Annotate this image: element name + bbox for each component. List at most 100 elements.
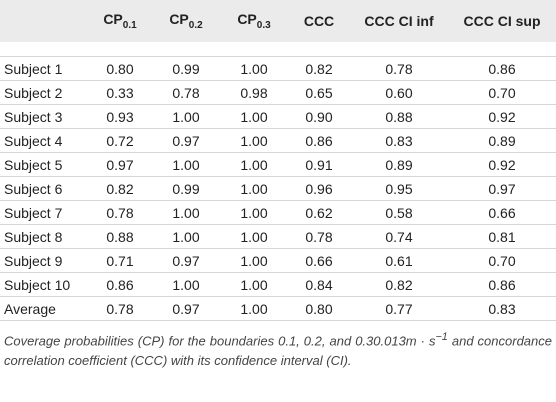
- value-cell: 1.00: [220, 104, 288, 129]
- spacer: [0, 42, 556, 57]
- value-cell: 0.74: [350, 224, 448, 249]
- table-row: Subject 2 0.33 0.78 0.98 0.65 0.60 0.70: [0, 80, 556, 105]
- value-cell: 0.86: [448, 272, 556, 297]
- value-cell: 0.70: [448, 248, 556, 273]
- row-label: Subject 8: [0, 224, 88, 249]
- header-row: CP0.1 CP0.2 CP0.3 CCC CCC CI inf CCC CI sup: [0, 0, 556, 42]
- value-cell: 0.70: [448, 80, 556, 105]
- header-sub: 0.3: [256, 19, 271, 31]
- value-cell: 0.82: [350, 272, 448, 297]
- value-cell: 1.00: [152, 272, 220, 297]
- table-row: Subject 10 0.86 1.00 1.00 0.84 0.82 0.86: [0, 272, 556, 297]
- value-cell: 1.00: [220, 176, 288, 201]
- header-text: CP: [103, 11, 123, 28]
- caption-sup: −1: [435, 331, 448, 343]
- row-label: Average: [0, 296, 88, 321]
- value-cell: 0.80: [88, 56, 152, 81]
- value-cell: 0.82: [88, 176, 152, 201]
- value-cell: 0.78: [350, 56, 448, 81]
- header-cell: CP0.3: [220, 0, 288, 42]
- row-label: Subject 2: [0, 80, 88, 105]
- value-cell: 0.66: [288, 248, 350, 273]
- value-cell: 0.93: [88, 104, 152, 129]
- value-cell: 0.86: [88, 272, 152, 297]
- row-label: Subject 7: [0, 200, 88, 225]
- value-cell: 0.99: [152, 56, 220, 81]
- value-cell: 0.89: [350, 152, 448, 177]
- value-cell: 0.81: [448, 224, 556, 249]
- spacer-row: [0, 42, 556, 57]
- value-cell: 0.77: [350, 296, 448, 321]
- value-cell: 0.71: [88, 248, 152, 273]
- value-cell: 0.97: [88, 152, 152, 177]
- value-cell: 0.33: [88, 80, 152, 105]
- caption-text: and concordance correlation coefficient …: [4, 333, 552, 369]
- value-cell: 0.60: [350, 80, 448, 105]
- table-row: Subject 3 0.93 1.00 1.00 0.90 0.88 0.92: [0, 104, 556, 129]
- value-cell: 0.96: [288, 176, 350, 201]
- value-cell: 0.62: [288, 200, 350, 225]
- table-row: Subject 9 0.71 0.97 1.00 0.66 0.61 0.70: [0, 248, 556, 273]
- value-cell: 0.83: [350, 128, 448, 153]
- value-cell: 1.00: [152, 104, 220, 129]
- value-cell: 0.65: [288, 80, 350, 105]
- value-cell: 0.66: [448, 200, 556, 225]
- value-cell: 0.89: [448, 128, 556, 153]
- value-cell: 1.00: [220, 152, 288, 177]
- value-cell: 0.88: [88, 224, 152, 249]
- row-label: Subject 10: [0, 272, 88, 297]
- value-cell: 0.78: [288, 224, 350, 249]
- value-cell: 0.92: [448, 152, 556, 177]
- caption: Coverage probabilities (CP) for the boun…: [0, 321, 556, 371]
- value-cell: 1.00: [152, 224, 220, 249]
- value-cell: 0.99: [152, 176, 220, 201]
- data-table: CP0.1 CP0.2 CP0.3 CCC CCC CI inf CCC CI sup S…: [0, 0, 556, 321]
- value-cell: 0.58: [350, 200, 448, 225]
- value-cell: 1.00: [220, 56, 288, 81]
- value-cell: 0.97: [448, 176, 556, 201]
- value-cell: 1.00: [220, 272, 288, 297]
- value-cell: 0.78: [152, 80, 220, 105]
- row-label: Subject 1: [0, 56, 88, 81]
- header-sub: 0.2: [188, 19, 203, 31]
- header-sub: 0.1: [122, 19, 137, 31]
- header-text: CP: [237, 11, 257, 28]
- table-row: Average 0.78 0.97 1.00 0.80 0.77 0.83: [0, 296, 556, 321]
- value-cell: 1.00: [220, 224, 288, 249]
- table-row: Subject 6 0.82 0.99 1.00 0.96 0.95 0.97: [0, 176, 556, 201]
- value-cell: 0.78: [88, 296, 152, 321]
- table-row: Subject 7 0.78 1.00 1.00 0.62 0.58 0.66: [0, 200, 556, 225]
- value-cell: 0.97: [152, 248, 220, 273]
- header-text: CP: [169, 11, 189, 28]
- value-cell: 0.61: [350, 248, 448, 273]
- value-cell: 0.78: [88, 200, 152, 225]
- value-cell: 0.92: [448, 104, 556, 129]
- value-cell: 1.00: [220, 248, 288, 273]
- value-cell: 1.00: [220, 296, 288, 321]
- table-row: Subject 4 0.72 0.97 1.00 0.86 0.83 0.89: [0, 128, 556, 153]
- value-cell: 0.91: [288, 152, 350, 177]
- value-cell: 0.97: [152, 128, 220, 153]
- header-cell: CCC CI inf: [350, 0, 448, 42]
- value-cell: 0.95: [350, 176, 448, 201]
- value-cell: 0.88: [350, 104, 448, 129]
- header-cell: CP0.1: [88, 0, 152, 42]
- value-cell: 0.80: [288, 296, 350, 321]
- value-cell: 1.00: [152, 200, 220, 225]
- row-label: Subject 3: [0, 104, 88, 129]
- value-cell: 0.90: [288, 104, 350, 129]
- row-label: Subject 9: [0, 248, 88, 273]
- table-row: Subject 5 0.97 1.00 1.00 0.91 0.89 0.92: [0, 152, 556, 177]
- row-label: Subject 5: [0, 152, 88, 177]
- header-cell: CCC: [288, 0, 350, 42]
- value-cell: 0.72: [88, 128, 152, 153]
- header-cell: CP0.2: [152, 0, 220, 42]
- value-cell: 0.83: [448, 296, 556, 321]
- caption-text: Coverage probabilities (CP) for the boun…: [4, 333, 436, 349]
- header-cell: [0, 0, 88, 42]
- value-cell: 0.98: [220, 80, 288, 105]
- value-cell: 0.86: [288, 128, 350, 153]
- value-cell: 1.00: [220, 128, 288, 153]
- header-cell: CCC CI sup: [448, 0, 556, 42]
